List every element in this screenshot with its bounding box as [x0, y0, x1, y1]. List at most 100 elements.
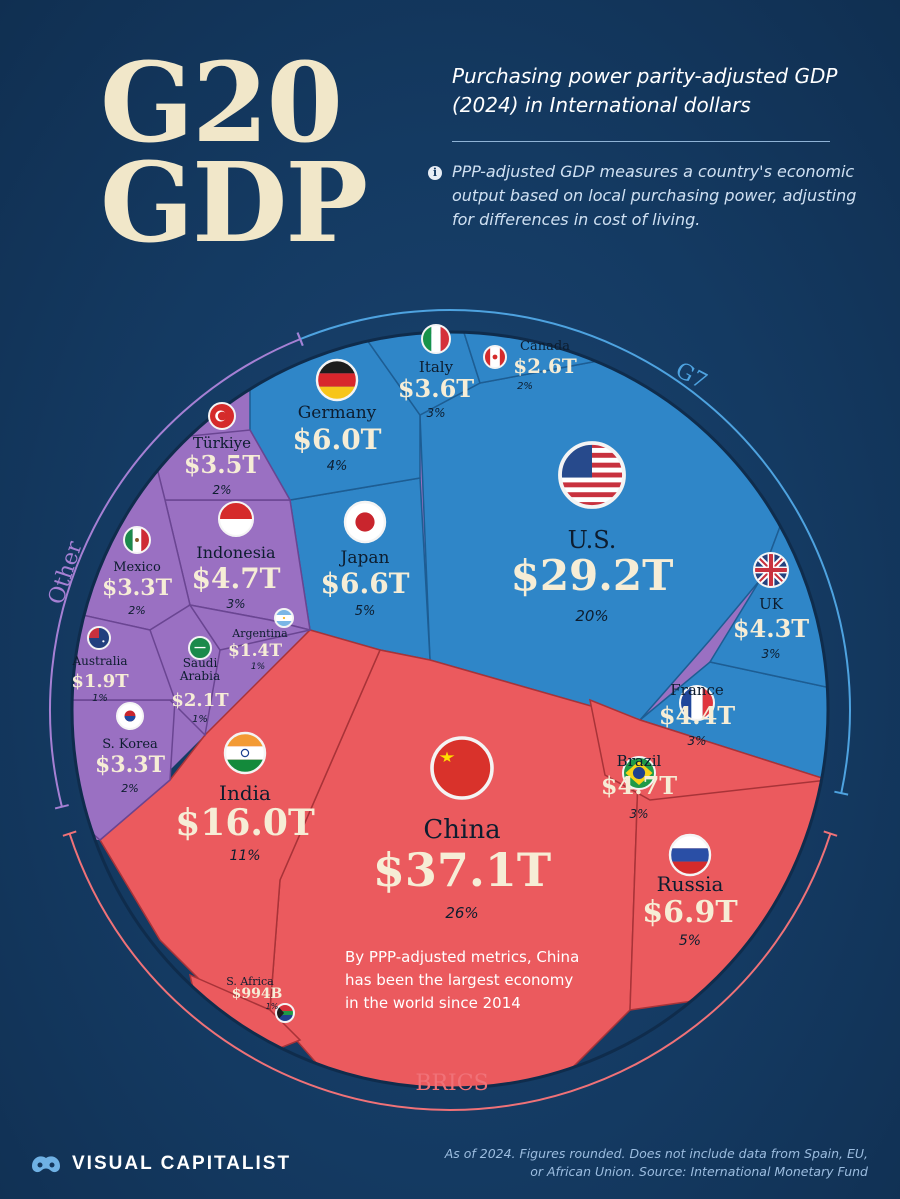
other-arc	[49, 338, 301, 808]
share-label-germany: 4%	[327, 459, 348, 474]
brand-name: VISUAL CAPITALIST	[72, 1153, 292, 1174]
france-flag-icon	[678, 684, 716, 722]
share-label-argentina: 1%	[251, 662, 265, 672]
india-flag-icon	[223, 731, 267, 775]
name-label-mexico: Mexico	[113, 560, 161, 575]
country-u-s: U.S.$29.2T 20%	[511, 441, 674, 625]
name-label-china: China	[423, 815, 500, 845]
china-flag-icon	[430, 736, 494, 800]
value-label-australia: $1.9T	[71, 671, 129, 692]
value-label-s-korea: $3.3T	[95, 752, 166, 778]
us-flag-icon	[558, 441, 626, 509]
share-label-china: 26%	[445, 904, 478, 922]
name-label-saudi-arabia: Saudi	[183, 656, 218, 670]
country-germany: Germany$6.0T 4%	[292, 358, 382, 474]
brand[interactable]: VISUAL CAPITALIST	[30, 1152, 291, 1176]
cell-argentina	[188, 603, 311, 651]
country-china: China$37.1T 26%	[373, 736, 551, 922]
australia-flag-icon	[87, 626, 111, 650]
name-label-australia: Australia	[71, 654, 127, 668]
argentina-flag-icon	[274, 608, 294, 628]
value-label-canada: $2.6T	[513, 354, 577, 378]
value-label-japan: $6.6T	[320, 567, 409, 600]
name-label-indonesia: Indonesia	[196, 543, 276, 562]
name-label-s-korea: S. Korea	[102, 737, 158, 752]
country-s-korea: S. Korea$3.3T 2%	[95, 702, 166, 795]
footer-note: As of 2024. Figures rounded. Does not in…	[444, 1146, 868, 1179]
subtitle: Purchasing power parity-adjusted GDP (20…	[452, 64, 838, 117]
value-label-indonesia: $4.7T	[191, 562, 280, 595]
share-label-s-africa: 1%	[266, 1002, 279, 1011]
canada-flag-icon	[483, 345, 507, 369]
value-label-india: $16.0T	[175, 802, 315, 844]
country-india: India$16.0T 11%	[175, 731, 315, 864]
country-australia: Australia $1.9T1%	[71, 626, 129, 704]
name-label-france: France	[670, 681, 724, 699]
country-italy: Italy$3.6T 3%	[398, 324, 474, 420]
country-russia: Russia$6.9T 5%	[642, 833, 738, 949]
mexico-flag-icon	[123, 526, 151, 554]
value-label-s-africa: $994B	[232, 986, 283, 1002]
title-g20: G20	[100, 38, 343, 167]
chart-outline	[70, 330, 830, 1090]
info-icon: i	[428, 166, 442, 180]
value-label-germany: $6.0T	[292, 423, 381, 456]
brand-logo-icon	[32, 1156, 60, 1173]
value-label-russia: $6.9T	[642, 895, 738, 930]
share-label-russia: 5%	[679, 933, 701, 949]
saudi-arabia-flag-icon	[188, 636, 212, 660]
other-label: Other	[44, 538, 88, 608]
share-label-japan: 5%	[355, 604, 376, 619]
info-text: PPP-adjusted GDP measures a country's ec…	[452, 162, 857, 229]
country-indonesia: Indonesia$4.7T 3%	[191, 500, 281, 611]
country-argentina: Argentina$1.4T1%	[228, 608, 294, 672]
value-label-brazil: $4.7T	[601, 771, 677, 800]
name-label-argentina: Argentina	[231, 627, 288, 640]
divider	[452, 141, 830, 142]
share-label-mexico: 2%	[128, 604, 145, 617]
name-label-italy: Italy	[419, 358, 454, 376]
share-label-brazil: 3%	[629, 807, 648, 821]
name-label-russia: Russia	[657, 872, 724, 896]
cell-india	[99, 629, 382, 1011]
value-label-t-rkiye: $3.5T	[184, 450, 260, 479]
brics-arc	[68, 833, 832, 1111]
value-label-italy: $3.6T	[398, 374, 474, 403]
share-label-u-s: 20%	[575, 607, 608, 625]
japan-flag-icon	[343, 500, 387, 544]
value-label-uk: $4.3T	[733, 614, 809, 643]
country-brazil: Brazil$4.7T 3%	[601, 752, 677, 821]
name-label-u-s: U.S.	[568, 526, 617, 554]
share-label-france: 3%	[687, 734, 706, 748]
brics-label: BRICS	[415, 1071, 488, 1096]
country-uk: UK$4.3T 3%	[733, 551, 809, 661]
value-label-u-s: $29.2T	[511, 551, 674, 600]
share-label-canada: 2%	[517, 381, 533, 392]
name-label-saudi-arabia: Arabia	[179, 669, 220, 683]
country-japan: Japan$6.6T 5%	[320, 500, 410, 619]
share-label-indonesia: 3%	[226, 597, 245, 611]
south-korea-flag-icon	[116, 702, 144, 730]
value-label-china: $37.1T	[373, 843, 551, 897]
country-t-rkiye: Türkiye$3.5T 2%	[184, 402, 260, 497]
share-label-saudi-arabia: 1%	[192, 714, 208, 725]
value-label-saudi-arabia: $2.1T	[171, 690, 229, 711]
title-gdp: GDP	[100, 138, 368, 267]
g7-label: G7	[671, 358, 711, 395]
value-label-argentina: $1.4T	[228, 641, 282, 661]
country-mexico: Mexico$3.3T 2%	[102, 526, 173, 617]
south-africa-flag-icon	[275, 1003, 295, 1023]
share-label-t-rkiye: 2%	[212, 483, 231, 497]
brazil-flag-icon	[622, 756, 656, 790]
name-label-japan: Japan	[339, 548, 390, 568]
country-canada: Canada$2.6T 2%	[483, 339, 577, 392]
russia-flag-icon	[668, 833, 712, 877]
indonesia-flag-icon	[217, 500, 255, 538]
share-label-italy: 3%	[426, 406, 445, 420]
name-label-t-rkiye: Türkiye	[193, 434, 251, 452]
share-label-india: 11%	[229, 848, 260, 864]
name-label-s-africa: S. Africa	[226, 975, 274, 988]
